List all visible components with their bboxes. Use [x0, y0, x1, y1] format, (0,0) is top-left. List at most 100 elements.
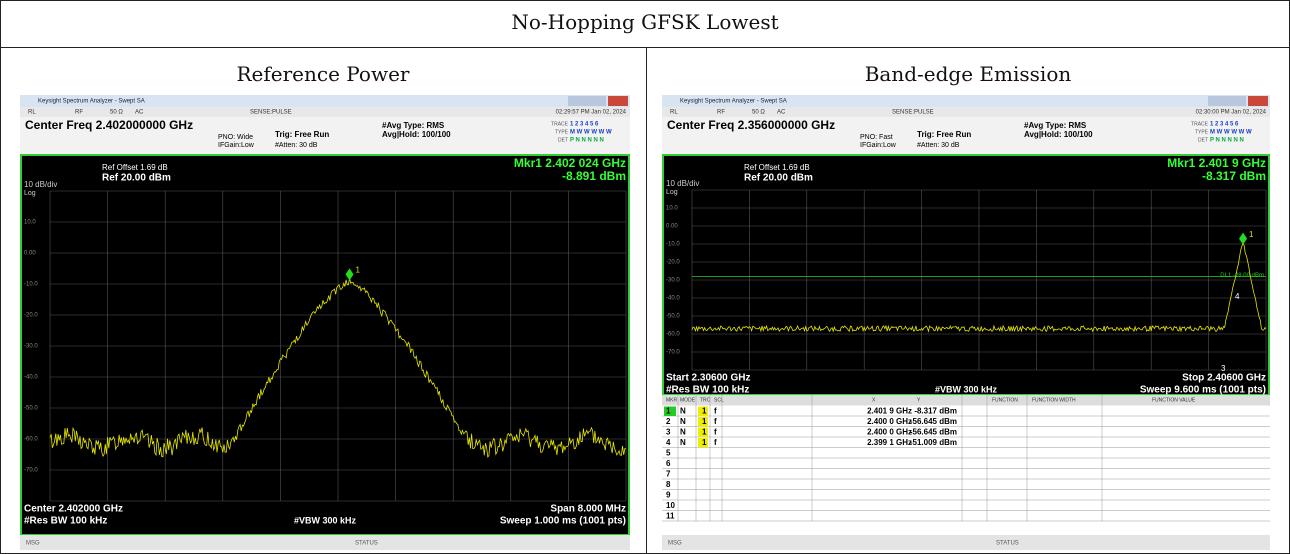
screen-text: Ref Offset 1.69 dB: [102, 163, 168, 172]
screen-text: IFGain:Low: [218, 142, 255, 149]
screen-text: PNO: Wide: [218, 134, 253, 141]
screen-bg: [20, 95, 630, 550]
screen-text: 10 dB/div: [24, 180, 57, 189]
table-cell: 2: [666, 417, 671, 426]
table-cell: 2.399 1 GHz: [867, 438, 912, 447]
table-cell: 7: [666, 469, 671, 478]
table-header: FUNCTION VALUE: [1152, 397, 1196, 403]
window-title-bar: [662, 95, 1270, 107]
window-title: Keysight Spectrum Analyzer - Swept SA: [38, 99, 145, 105]
y-label: -50.0: [666, 314, 680, 320]
panel-label: Band-edge Emission: [864, 62, 1072, 86]
info-bar: [20, 117, 630, 155]
screen-text: MSG: [26, 541, 40, 547]
screen-text: SENSE:PULSE: [892, 110, 934, 116]
table-header: MODE: [680, 397, 696, 403]
marker-readout: -8.317 dBm: [1202, 169, 1266, 183]
y-label: -30.0: [666, 278, 680, 284]
table-cell: 2.401 9 GHz: [867, 406, 912, 415]
table-cell: N: [680, 438, 686, 447]
screen-text: TYPE: [555, 129, 569, 135]
screen-text: Stop 2.40600 GHz: [1182, 373, 1266, 384]
screen-text: #VBW 300 kHz: [294, 515, 357, 525]
status-bar: [20, 535, 630, 550]
table-cell: f: [714, 438, 717, 447]
title: No-Hopping GFSK Lowest: [511, 10, 779, 34]
screen-text: MSG: [668, 541, 682, 547]
screen-text: #Atten: 30 dB: [275, 142, 318, 149]
screen-text: P N N N N N: [570, 138, 604, 144]
window-title: Keysight Spectrum Analyzer - Swept SA: [680, 99, 787, 105]
y-label: -20.0: [24, 313, 38, 319]
y-label: -70.0: [666, 350, 680, 356]
screen-text: DET: [558, 137, 568, 143]
marker-table-header: [662, 395, 1270, 406]
screen-text: Sweep 9.600 ms (1001 pts): [1140, 385, 1266, 396]
y-label: 10.0: [666, 206, 678, 212]
screen-text: DL1 -28.00 dBm: [1220, 273, 1264, 279]
screen-text: IFGain:Low: [860, 142, 897, 149]
screen-text: RF: [717, 110, 725, 116]
trace-cell: [698, 438, 708, 448]
window-buttons: [1208, 96, 1246, 106]
table-header: TRC: [700, 397, 711, 403]
y-label: -10.0: [666, 242, 680, 248]
screen-text: STATUS: [355, 541, 378, 547]
table-cell: 8: [666, 480, 671, 489]
status-row-bg: [662, 107, 1270, 117]
screen-text: STATUS: [996, 541, 1019, 547]
table-cell: 4: [666, 438, 671, 447]
screen-text: #Avg Type: RMS: [382, 121, 445, 130]
table-cell: N: [680, 427, 686, 436]
y-label: 0.00: [666, 224, 678, 230]
screen-text: Trig: Free Run: [275, 130, 329, 139]
screen-text: TRACE: [551, 121, 569, 127]
table-header: FUNCTION: [992, 397, 1018, 403]
table-header: Y: [917, 397, 921, 403]
trace-cell: [698, 427, 708, 437]
y-label: -20.0: [666, 260, 680, 266]
screen-text: Center 2.402000 GHz: [24, 504, 123, 515]
info-bar: [662, 117, 1270, 155]
table-cell: N: [680, 417, 686, 426]
screen-text: Trig: Free Run: [917, 130, 971, 139]
screen-text: 1 2 3 4 5 6: [570, 122, 599, 128]
screen-text: PNO: Fast: [860, 134, 893, 141]
marker-label: 1: [356, 265, 361, 274]
screen-text: #Atten: 30 dB: [917, 142, 960, 149]
row-divider: [0, 47, 1290, 48]
screen-text: Span 8.000 MHz: [550, 504, 626, 515]
marker-readout: Mkr1 2.402 024 GHz: [514, 156, 626, 170]
y-label: -70.0: [24, 468, 38, 474]
screen-text: AC: [135, 110, 144, 116]
table-cell: f: [714, 417, 717, 426]
table-cell: 1: [702, 438, 707, 447]
table-header: FUNCTION WIDTH: [1032, 397, 1076, 403]
table-header: SCL: [714, 397, 724, 403]
table-cell: 3: [666, 427, 671, 436]
marker-label: 4: [1235, 292, 1240, 301]
screen-text: Avg|Hold: 100/100: [1024, 130, 1093, 139]
panel-label: Reference Power: [236, 62, 410, 86]
selected-row: [664, 406, 676, 416]
trace-cell: [698, 406, 708, 416]
table-cell: -56.645 dBm: [910, 427, 957, 436]
trace-cell: [698, 417, 708, 427]
screen-text: M W W W W W: [1210, 130, 1252, 136]
table-cell: f: [714, 427, 717, 436]
screen-text: #Res BW 100 kHz: [666, 385, 749, 396]
y-label: -10.0: [24, 282, 38, 288]
table-cell: -8.317 dBm: [914, 406, 957, 415]
screen-text: 50 Ω: [752, 110, 765, 116]
y-label: 0.00: [24, 251, 36, 257]
screen-text: Ref 20.00 dBm: [744, 173, 813, 184]
screen-text: DET: [1198, 137, 1208, 143]
screen-text: Ref 20.00 dBm: [102, 173, 171, 184]
screen-text: Log: [24, 190, 36, 197]
table-cell: 1: [702, 427, 707, 436]
screen-text: 10 dB/div: [666, 179, 699, 188]
status-bar: [662, 535, 1270, 550]
screen-text: RF: [75, 110, 83, 116]
screen-text: Ref Offset 1.69 dB: [744, 163, 810, 172]
